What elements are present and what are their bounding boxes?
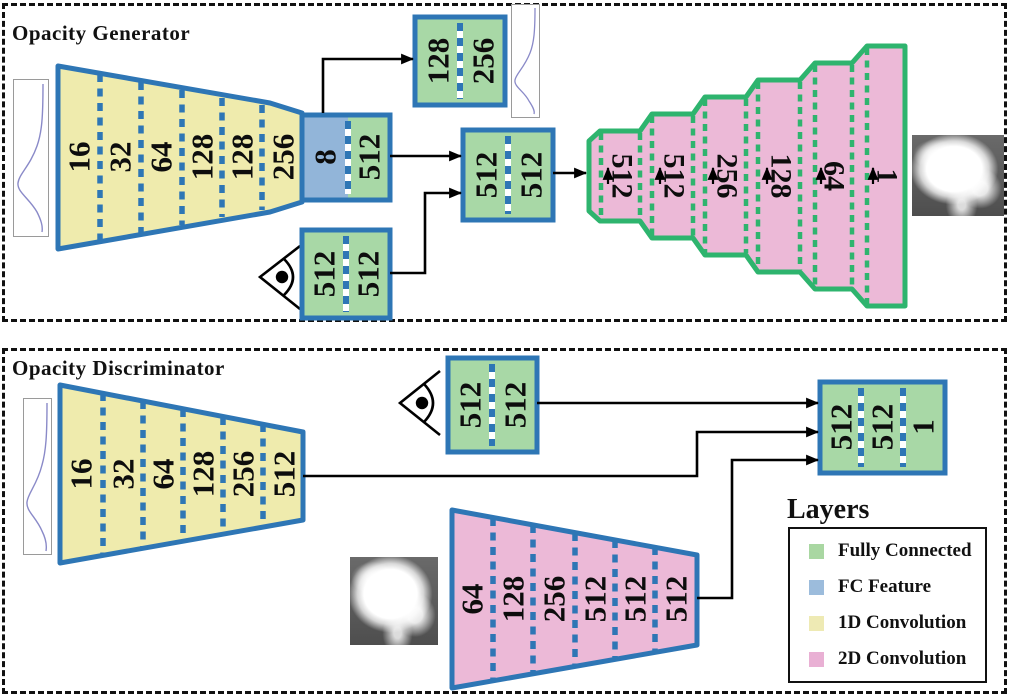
opacity-discriminator-panel — [2, 348, 1007, 694]
1d-convolution-swatch — [809, 615, 824, 631]
discriminator-view-block: 512 512 — [397, 355, 540, 455]
smoke-image-discriminator-input — [350, 557, 438, 645]
legend: Fully Connected FC Feature 1D Convolutio… — [788, 527, 987, 683]
discriminator-1d-encoder: 16 32 64 128 256 512 — [57, 382, 306, 566]
layer-size-label: 128 — [185, 134, 220, 181]
legend-item-fully-connected: Fully Connected — [790, 540, 985, 562]
discriminator-connectors — [303, 397, 820, 600]
layer-size-label: 64 — [455, 584, 490, 615]
layer-size-label: 128 — [765, 154, 798, 199]
tf-plot-discriminator-input — [23, 398, 52, 555]
tf-curve — [26, 402, 48, 552]
fc-size: 512 — [307, 251, 342, 298]
fc-size: 256 — [466, 38, 501, 85]
legend-item-label: 1D Convolution — [838, 612, 967, 633]
layer-size-label: 16 — [64, 459, 99, 490]
layer-size-label: 16 — [62, 142, 97, 173]
layer-size-label: 256 — [537, 576, 572, 623]
generator-view-block: 512 512 — [257, 227, 393, 321]
eye-icon-pupil — [275, 270, 289, 284]
legend-item-1d-convolution: 1D Convolution — [790, 612, 985, 634]
layer-size-label: 1 — [871, 169, 904, 184]
generator-tf-block: 128 256 — [412, 14, 508, 108]
fc-size: 128 — [421, 38, 456, 85]
eye-icon-pupil — [415, 396, 429, 410]
layer-size-label: 512 — [267, 451, 302, 498]
fc-size: 512 — [469, 152, 504, 199]
tf-curve — [17, 83, 44, 233]
fc-size: 512 — [351, 251, 386, 298]
layer-size-label: 256 — [711, 154, 744, 199]
upsample-arrows — [602, 166, 879, 184]
generator-connectors — [321, 53, 588, 275]
layer-size-label: 256 — [266, 134, 301, 181]
eye-icon-arc — [423, 383, 435, 423]
legend-item-fc-feature: FC Feature — [790, 576, 985, 598]
tf-curve — [514, 7, 536, 115]
eye-icon — [397, 369, 441, 437]
fc-size: 512 — [453, 382, 488, 429]
layer-size-label: 256 — [226, 451, 261, 498]
legend-item-label: FC Feature — [838, 576, 932, 597]
legend-item-2d-convolution: 2D Convolution — [790, 648, 985, 670]
fully-connected-swatch — [809, 543, 824, 559]
layer-size-label: 32 — [106, 459, 141, 490]
layer-size-label: 32 — [103, 142, 138, 173]
discriminator-title: Opacity Discriminator — [12, 356, 225, 380]
layer-size-label: 128 — [225, 134, 260, 181]
fc-size: 512 — [824, 404, 859, 451]
generator-1d-encoder: 16 32 64 128 128 256 — [55, 63, 305, 252]
layer-size-label: 128 — [496, 576, 531, 623]
fc-feature-swatch — [809, 579, 824, 595]
generator-title: Opacity Generator — [12, 21, 191, 45]
layer-size-label: 512 — [658, 154, 691, 199]
layer-size-label: 512 — [578, 576, 613, 623]
discriminator-output-block: 512 512 1 — [817, 379, 948, 476]
tf-plot-generator-output — [511, 4, 540, 118]
generator-fusion-block: 512 512 — [460, 127, 556, 223]
generator-bottleneck-block: 8 512 — [299, 112, 393, 203]
opacity-generator-panel — [2, 3, 1007, 322]
fc-size: 512 — [865, 404, 900, 451]
layer-size-label: 128 — [186, 451, 221, 498]
2d-convolution-swatch — [809, 651, 824, 667]
discriminator-group: 16 32 64 128 256 512 512 512 — [57, 355, 948, 691]
eye-icon — [257, 244, 301, 311]
layer-size-label: 512 — [606, 154, 639, 199]
layer-size-label: 512 — [618, 576, 653, 623]
fc-size: 512 — [514, 152, 549, 199]
generator-group: 16 32 64 128 128 256 8 512 — [55, 14, 908, 321]
fc-size: 1 — [906, 419, 941, 435]
layer-size-label: 64 — [144, 142, 179, 173]
fc-size: 512 — [498, 382, 533, 429]
legend-item-label: Fully Connected — [838, 540, 972, 561]
generator-2d-decoder: 512 512 256 128 64 1 — [586, 43, 908, 309]
tf-plot-generator-input — [13, 79, 49, 237]
fc-feature-size: 8 — [308, 149, 343, 165]
discriminator-2d-encoder: 64 128 256 512 512 512 — [449, 507, 700, 691]
layer-size-label: 64 — [146, 459, 181, 490]
layer-size-label: 512 — [659, 576, 694, 623]
eye-icon-arc — [283, 258, 295, 296]
fc-size: 512 — [352, 134, 387, 181]
smoke-image-generator-output — [912, 135, 1004, 216]
legend-title: Layers — [787, 494, 870, 525]
layer-size-label: 64 — [818, 161, 851, 191]
legend-item-label: 2D Convolution — [838, 648, 967, 669]
